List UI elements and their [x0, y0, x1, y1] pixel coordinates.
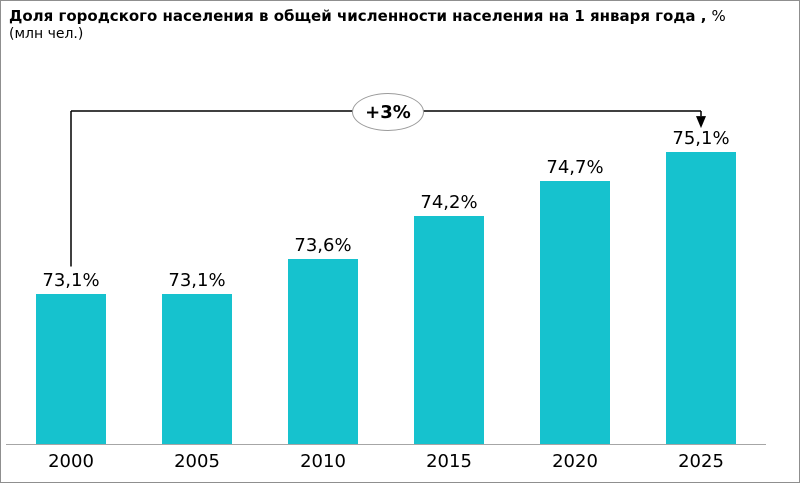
- bar-value-label: 73,6%: [294, 234, 352, 256]
- chart-title: Доля городского населения в общей числен…: [9, 7, 793, 26]
- chart-title-unit: %: [711, 7, 726, 25]
- bar-value-label: 73,1%: [168, 270, 226, 292]
- bar-2025: [666, 152, 736, 444]
- bar-2000: [36, 294, 106, 444]
- arrow-head: [696, 116, 706, 129]
- bar-value-label: 74,2%: [420, 192, 478, 214]
- bar-2020: [540, 180, 610, 444]
- chart-title-text: Доля городского населения в общей числен…: [9, 7, 707, 25]
- chart-subtitle: (млн чел.): [9, 26, 84, 42]
- chart-header: Доля городского населения в общей числен…: [9, 7, 793, 43]
- x-axis-line: [6, 444, 766, 445]
- x-tick-label: 2015: [426, 451, 472, 472]
- bar-2010: [288, 258, 358, 444]
- bar-value-label: 73,1%: [42, 270, 100, 292]
- bar-2015: [414, 216, 484, 444]
- annotation-label: +3%: [365, 101, 411, 123]
- annotation-ellipse: +3%: [352, 93, 424, 131]
- x-tick-label: 2010: [300, 451, 346, 472]
- bar-value-label: 74,7%: [546, 156, 604, 178]
- x-tick-label: 2000: [48, 451, 94, 472]
- x-tick-label: 2020: [552, 451, 598, 472]
- bar-value-label: 75,1%: [672, 128, 730, 150]
- x-tick-label: 2005: [174, 451, 220, 472]
- x-tick-label: 2025: [678, 451, 724, 472]
- bar-2005: [162, 294, 232, 444]
